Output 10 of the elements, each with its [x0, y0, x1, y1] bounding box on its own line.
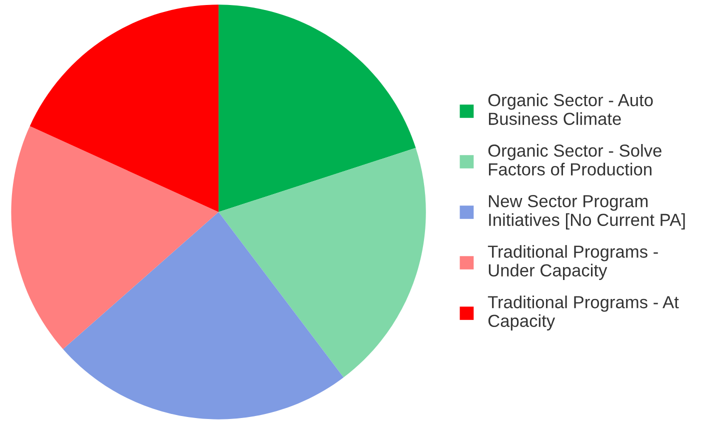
pie-slice — [218, 148, 426, 378]
legend-label: Organic Sector - Auto Business Climate — [488, 94, 653, 125]
pie-slice — [30, 4, 219, 212]
legend-label: New Sector Program Initiatives [No Current PA] — [488, 195, 685, 230]
pie-slice — [11, 126, 219, 350]
legend-label: Traditional Programs - At Capacity — [488, 296, 679, 330]
pie-slice — [218, 4, 416, 212]
legend-label: Organic Sector - Solve Factors of Production — [488, 144, 662, 176]
legend-label: Traditional Programs - Under Capacity — [488, 245, 658, 280]
pie-slice — [63, 212, 344, 420]
